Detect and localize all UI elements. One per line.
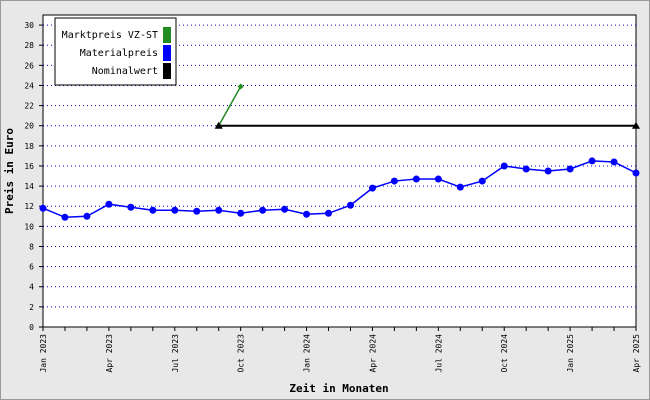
point: [522, 165, 530, 173]
x-tick-label: Apr 2024: [368, 334, 377, 373]
x-axis-title: Zeit in Monaten: [289, 382, 388, 395]
point: [544, 167, 552, 175]
x-tick-label: Jan 2023: [39, 334, 48, 373]
point: [303, 210, 311, 218]
y-tick-label: 2: [29, 303, 34, 312]
legend-label: Marktpreis VZ-ST: [62, 30, 158, 41]
y-tick-label: 4: [29, 283, 34, 292]
point: [566, 165, 574, 173]
series-line: [42, 160, 637, 219]
point: [390, 177, 398, 185]
point: [500, 162, 508, 170]
point: [193, 207, 201, 215]
point: [632, 169, 640, 177]
x-tick-label: Jul 2024: [434, 334, 443, 373]
legend-swatch: [163, 27, 171, 43]
point: [39, 204, 47, 212]
point: [368, 184, 376, 192]
legend-label: Nominalwert: [92, 66, 158, 77]
y-tick-label: 14: [24, 182, 34, 191]
point: [61, 213, 69, 221]
point: [478, 177, 486, 185]
point: [281, 205, 289, 213]
y-tick-label: 24: [24, 81, 34, 90]
point: [105, 200, 113, 208]
x-tick-label: Jan 2025: [566, 334, 575, 373]
point: [83, 212, 91, 220]
point: [215, 206, 223, 214]
point: [214, 121, 223, 129]
point: [412, 175, 420, 183]
point: [325, 209, 333, 217]
point: [632, 121, 640, 129]
y-tick-label: 18: [24, 142, 34, 151]
legend-swatch: [163, 63, 171, 79]
point: [237, 83, 244, 90]
point: [127, 203, 135, 211]
x-tick-label: Oct 2023: [237, 334, 246, 373]
x-tick-label: Jan 2024: [303, 334, 312, 373]
point: [237, 209, 245, 217]
y-tick-label: 26: [24, 61, 34, 70]
point: [171, 206, 179, 214]
point: [588, 157, 596, 165]
legend-label: Materialpreis: [80, 48, 158, 59]
y-axis-title: Preis in Euro: [3, 128, 16, 214]
x-tick-label: Oct 2024: [500, 334, 509, 373]
point: [149, 206, 157, 214]
point: [346, 201, 354, 209]
y-tick-label: 10: [24, 222, 34, 231]
point: [259, 206, 267, 214]
x-tick-label: Jul 2023: [171, 334, 180, 373]
y-tick-label: 0: [29, 323, 34, 332]
x-tick-label: Apr 2023: [105, 334, 114, 373]
y-tick-label: 6: [29, 263, 34, 272]
y-tick-label: 12: [24, 202, 34, 211]
y-tick-label: 8: [29, 242, 34, 251]
y-tick-label: 22: [24, 102, 34, 111]
y-tick-label: 20: [24, 122, 34, 131]
x-tick-label: Apr 2025: [632, 334, 641, 373]
point: [456, 183, 464, 191]
point: [434, 175, 442, 183]
y-tick-label: 16: [24, 162, 34, 171]
legend-box: [54, 17, 177, 86]
point: [610, 158, 618, 166]
series-line: [218, 86, 242, 127]
y-tick-label: 30: [24, 21, 34, 30]
legend-swatch: [163, 45, 171, 61]
y-tick-label: 28: [24, 41, 34, 50]
